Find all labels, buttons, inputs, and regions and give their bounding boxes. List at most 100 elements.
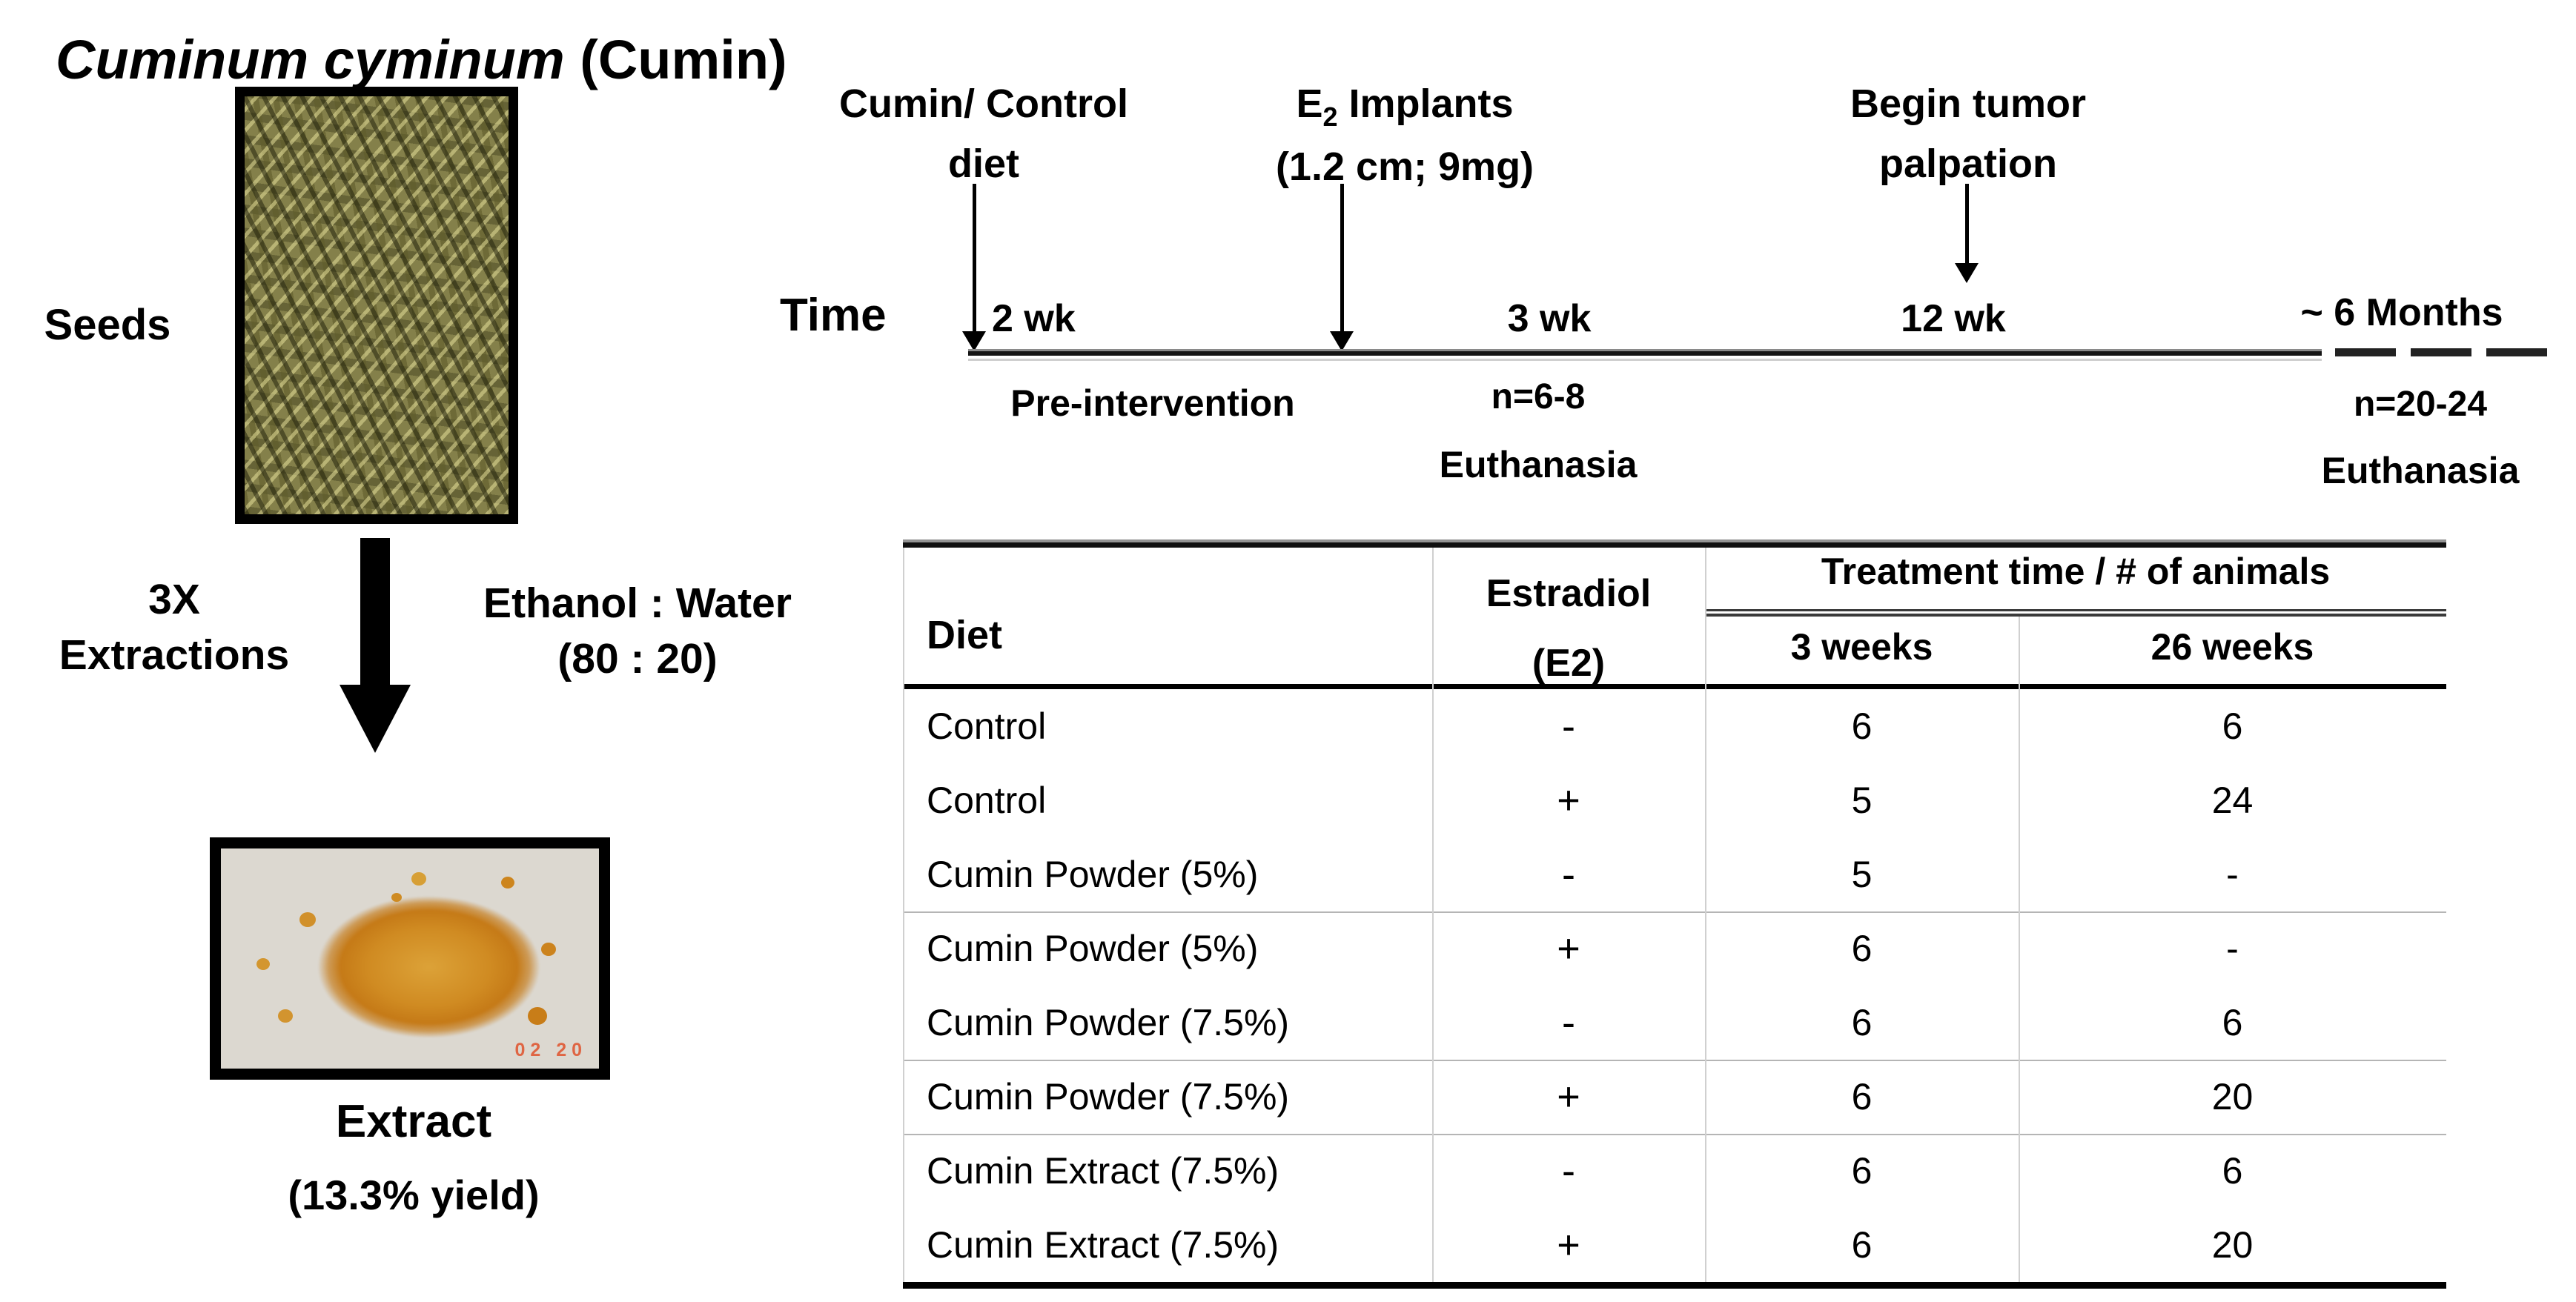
table-row: Cumin Extract (7.5%) - 6 6 (903, 1134, 2446, 1208)
time-axis-label: Time (780, 290, 887, 341)
duration-12wk: 12 wk (1901, 297, 2006, 340)
cell-diet: Cumin Powder (5%) (927, 854, 1259, 895)
column-divider-e2-3weeks (1705, 548, 1706, 1282)
table-row: Control - 6 6 (903, 689, 2446, 763)
duration-6months: ~ 6 Months (2300, 291, 2503, 334)
column-header-26weeks: 26 weeks (2150, 626, 2314, 668)
table-row: Cumin Powder (7.5%) + 6 20 (903, 1060, 2446, 1134)
table-bottom-rule (903, 1282, 2446, 1289)
treatment-table: Diet Estradiol (E2) Treatment time / # o… (903, 539, 2446, 1292)
event-diet-line1: Cumin/ Control (839, 82, 1128, 126)
timeline-arrow2-head-icon (1330, 331, 1354, 351)
column-header-3weeks: 3 weeks (1790, 626, 1933, 668)
cell-diet: Control (927, 780, 1047, 821)
extractions-label: 3X Extractions (7, 572, 341, 683)
extractions-line1: 3X (148, 576, 200, 623)
timeline-axis-line (968, 349, 2322, 356)
species-name: Cuminum cyminum (56, 29, 565, 90)
row-separator (903, 1060, 2446, 1061)
cell-e2: + (1557, 1075, 1580, 1119)
solvent-line1: Ethanol : Water (483, 579, 792, 627)
cell-e2: - (1562, 1000, 1575, 1045)
event-implants-label: E2 Implants (1.2 cm; 9mg) (1219, 74, 1590, 197)
timeline-dash (2486, 348, 2547, 356)
end-euthanasia-label: Euthanasia (2321, 450, 2520, 491)
cell-26weeks: 20 (2211, 1224, 2254, 1266)
table-row: Cumin Extract (7.5%) + 6 20 (903, 1208, 2446, 1282)
timeline-arrow1-head-icon (962, 331, 986, 351)
e2-symbol: E (1296, 82, 1323, 126)
cell-e2: - (1562, 704, 1575, 748)
timeline-arrow3-shaft-icon (1965, 184, 1969, 265)
cell-3weeks: 6 (1851, 705, 1873, 747)
timeline-arrow1-shaft-icon (973, 184, 976, 333)
extraction-arrow-head-icon (340, 685, 411, 753)
cell-26weeks: 6 (2222, 1002, 2243, 1043)
seeds-label: Seeds (44, 301, 171, 349)
photo-date-stamp: 02 20 (514, 1040, 587, 1060)
cell-26weeks: - (2226, 854, 2239, 895)
column-divider-3weeks-26weeks (2019, 617, 2020, 1282)
cell-e2: + (1557, 778, 1580, 823)
cell-3weeks: 6 (1851, 1150, 1873, 1192)
cell-3weeks: 6 (1851, 1076, 1873, 1117)
event-implants-line2: (1.2 cm; 9mg) (1275, 144, 1534, 189)
cell-3weeks: 5 (1851, 780, 1873, 821)
mid-euthanasia-label: Euthanasia (1439, 444, 1638, 485)
row-separator (903, 1134, 2446, 1135)
timeline-dash (2335, 348, 2396, 356)
table-top-rule (903, 539, 2446, 548)
extraction-arrow-shaft-icon (360, 538, 390, 686)
figure-title: Cuminum cyminum (Cumin) (56, 28, 787, 91)
cell-e2: - (1562, 1149, 1575, 1193)
end-n-label: n=20-24 (2353, 385, 2488, 424)
table-row: Cumin Powder (5%) - 5 - (903, 837, 2446, 911)
table-left-edge (903, 548, 904, 1282)
cell-3weeks: 6 (1851, 928, 1873, 969)
cell-26weeks: 20 (2211, 1076, 2254, 1117)
cell-26weeks: 6 (2222, 1150, 2243, 1192)
pre-intervention-label: Pre-intervention (1010, 382, 1295, 424)
estradiol-line2: (E2) (1532, 642, 1606, 685)
column-divider-diet-e2 (1432, 548, 1434, 1282)
cell-26weeks: 6 (2222, 705, 2243, 747)
implants-text: Implants (1337, 82, 1514, 126)
extract-powder-pile (251, 852, 569, 1065)
timeline-arrow3-head-icon (1955, 263, 1979, 283)
e2-subscript: 2 (1322, 101, 1338, 132)
table-row: Cumin Powder (5%) + 6 - (903, 911, 2446, 986)
event-implants-line1: E2 Implants (1219, 74, 1590, 137)
cell-diet: Control (927, 705, 1047, 747)
extract-label: Extract (335, 1096, 492, 1147)
table-row: Cumin Powder (7.5%) - 6 6 (903, 986, 2446, 1060)
cell-e2: - (1562, 852, 1575, 897)
cell-diet: Cumin Extract (7.5%) (927, 1150, 1279, 1192)
duration-2wk: 2 wk (992, 297, 1076, 340)
extract-photo: 02 20 (210, 837, 610, 1080)
solvent-label: Ethanol : Water (80 : 20) (419, 576, 856, 687)
cell-diet: Cumin Extract (7.5%) (927, 1224, 1279, 1266)
cell-3weeks: 6 (1851, 1224, 1873, 1266)
cell-3weeks: 5 (1851, 854, 1873, 895)
yield-label: (13.3% yield) (288, 1172, 540, 1218)
event-palpation-label: Begin tumor palpation (1783, 74, 2153, 194)
solvent-line2: (80 : 20) (557, 635, 718, 683)
table-header-bottom-rule (903, 684, 2446, 689)
event-diet-label: Cumin/ Control diet (798, 74, 1169, 194)
column-header-estradiol: Estradiol (E2) (1432, 559, 1705, 698)
cell-diet: Cumin Powder (5%) (927, 928, 1259, 969)
treatment-header-rule (1705, 609, 2446, 617)
cell-diet: Cumin Powder (7.5%) (927, 1002, 1290, 1043)
duration-3wk: 3 wk (1507, 297, 1592, 340)
table-row: Control + 5 24 (903, 763, 2446, 837)
cell-diet: Cumin Powder (7.5%) (927, 1076, 1290, 1117)
event-palpation-line2: palpation (1879, 142, 2057, 186)
extractions-line2: Extractions (59, 631, 290, 680)
cell-3weeks: 6 (1851, 1002, 1873, 1043)
timeline-dash (2411, 348, 2471, 356)
common-name: (Cumin) (564, 29, 787, 90)
cell-e2: + (1557, 926, 1580, 971)
seeds-photo (235, 87, 518, 524)
row-separator (903, 911, 2446, 913)
